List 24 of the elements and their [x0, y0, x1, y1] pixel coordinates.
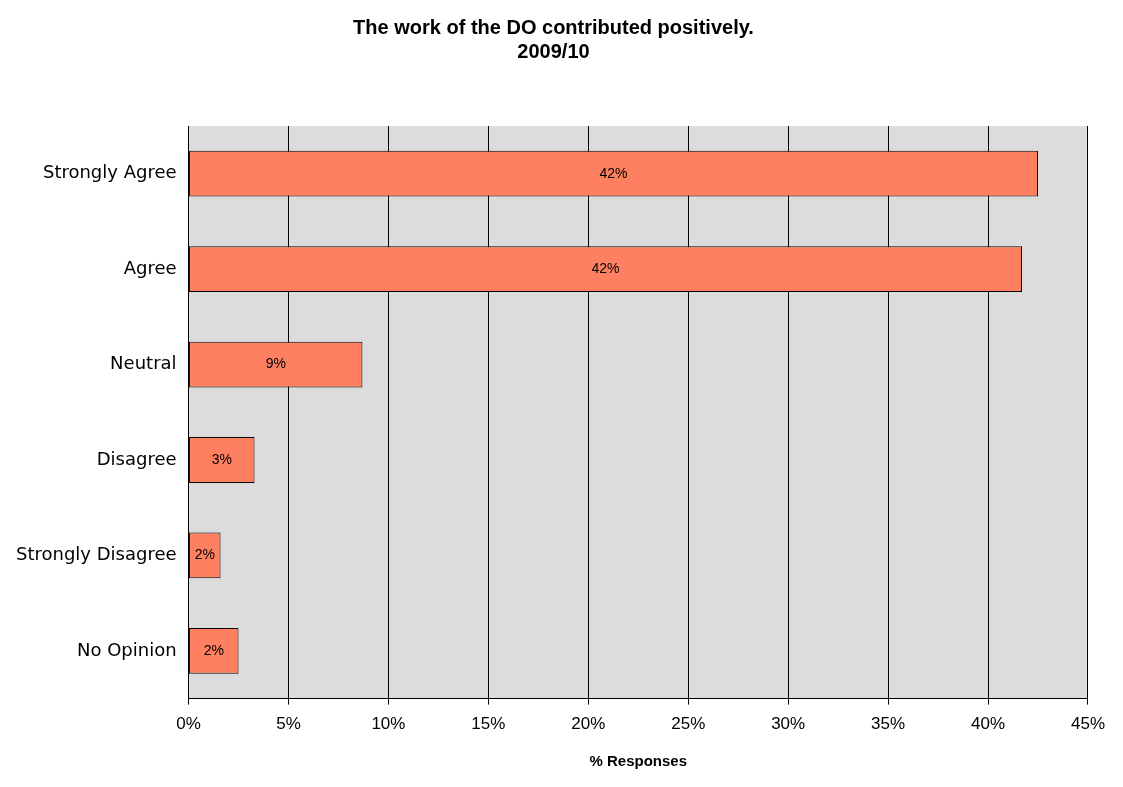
x-tick-label: 10% [371, 714, 406, 734]
x-axis-title: % Responses [589, 752, 688, 770]
y-tick-label: Neutral [110, 352, 177, 374]
x-tick-label: 0% [176, 714, 201, 734]
data-label: 42% [599, 164, 628, 181]
x-tick-label: 5% [276, 714, 301, 734]
data-label: 3% [211, 450, 232, 467]
data-label: 9% [265, 355, 286, 372]
data-label: 2% [194, 546, 215, 563]
chart-title: The work of the DO contributed positively. 2009/10 [353, 15, 754, 62]
x-tick-label: 30% [771, 714, 806, 734]
y-tick-label: Strongly Disagree [16, 543, 177, 565]
data-label: 42% [591, 260, 620, 277]
x-tick-label: 40% [971, 714, 1006, 734]
y-tick-label: Agree [123, 256, 177, 278]
x-tick-label: 45% [1070, 714, 1105, 734]
y-tick-label: Disagree [96, 447, 177, 469]
x-tick-label: 20% [571, 714, 606, 734]
y-tick-label: No Opinion [76, 638, 177, 660]
data-label: 2% [203, 641, 224, 658]
y-tick-label: Strongly Agree [42, 161, 177, 183]
x-tick-label: 25% [671, 714, 706, 734]
x-tick-label: 35% [871, 714, 906, 734]
x-tick-label: 15% [471, 714, 506, 734]
